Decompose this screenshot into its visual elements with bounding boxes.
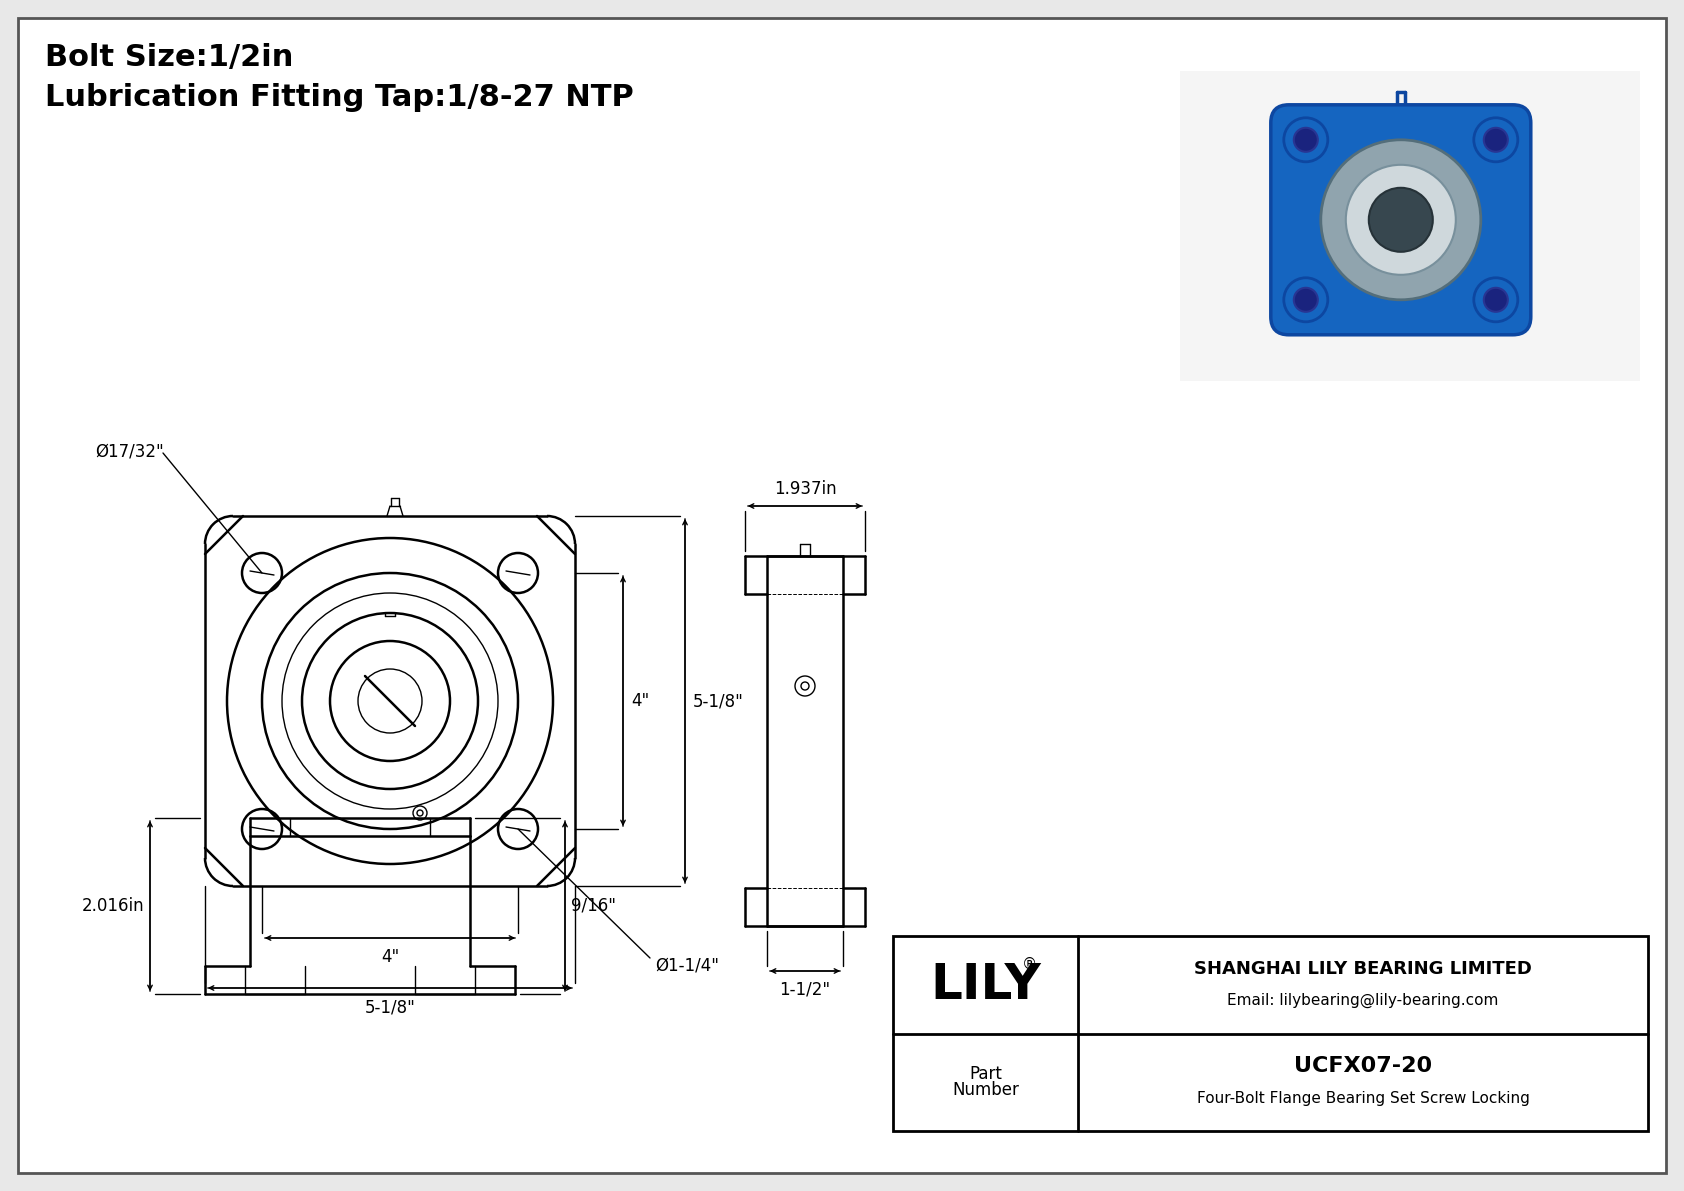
Text: LILY: LILY <box>930 961 1041 1009</box>
Text: ®: ® <box>1022 958 1037 972</box>
Circle shape <box>1484 288 1507 312</box>
Text: 4": 4" <box>381 948 399 966</box>
Text: UCFX07-20: UCFX07-20 <box>1293 1056 1431 1077</box>
Circle shape <box>1369 188 1433 251</box>
Text: Four-Bolt Flange Bearing Set Screw Locking: Four-Bolt Flange Bearing Set Screw Locki… <box>1197 1091 1529 1105</box>
Text: Ø1-1/4": Ø1-1/4" <box>655 958 719 975</box>
Text: Ø17/32": Ø17/32" <box>94 442 163 460</box>
Circle shape <box>1293 127 1319 151</box>
Text: 5-1/8": 5-1/8" <box>694 692 744 710</box>
Bar <box>893 936 1649 1131</box>
FancyBboxPatch shape <box>1271 105 1531 335</box>
Circle shape <box>1293 288 1319 312</box>
Circle shape <box>1320 139 1480 300</box>
Circle shape <box>1283 118 1327 162</box>
Text: 2.016in: 2.016in <box>81 897 145 915</box>
Circle shape <box>1474 278 1517 322</box>
Bar <box>1180 71 1640 381</box>
Circle shape <box>1474 118 1517 162</box>
Text: Number: Number <box>951 1081 1019 1099</box>
Text: 4": 4" <box>632 692 650 710</box>
Text: Email: lilybearing@lily-bearing.com: Email: lilybearing@lily-bearing.com <box>1228 993 1499 1009</box>
Text: 5-1/8": 5-1/8" <box>364 998 416 1016</box>
Text: 1.937in: 1.937in <box>773 480 837 498</box>
Text: Lubrication Fitting Tap:1/8-27 NTP: Lubrication Fitting Tap:1/8-27 NTP <box>45 83 633 112</box>
Text: SHANGHAI LILY BEARING LIMITED: SHANGHAI LILY BEARING LIMITED <box>1194 960 1532 978</box>
Circle shape <box>1346 164 1455 275</box>
Text: 9/16": 9/16" <box>571 897 616 915</box>
Circle shape <box>1484 127 1507 151</box>
Text: 1-1/2": 1-1/2" <box>780 981 830 999</box>
Text: Bolt Size:1/2in: Bolt Size:1/2in <box>45 43 293 71</box>
Text: Part: Part <box>968 1065 1002 1084</box>
Circle shape <box>1283 278 1327 322</box>
